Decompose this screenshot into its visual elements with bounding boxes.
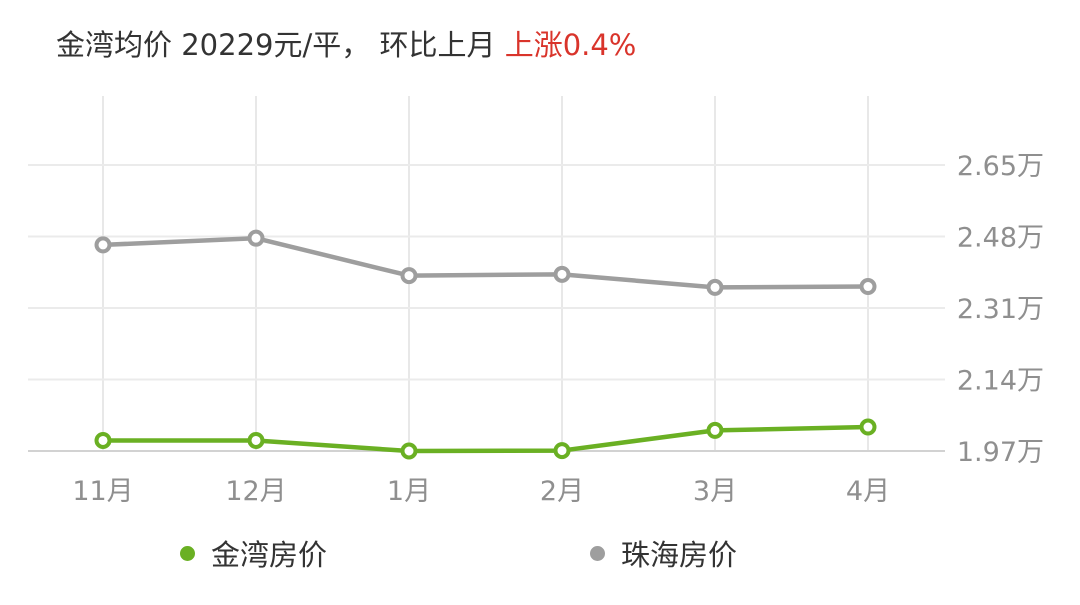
legend-item-jinwan[interactable]: 金湾房价	[180, 532, 327, 574]
series-line	[100, 424, 871, 454]
x-tick-label: 1月	[387, 476, 431, 507]
headline-trend: 上涨0.4%	[504, 28, 637, 62]
data-point	[859, 278, 877, 296]
data-point	[94, 236, 112, 254]
data-point	[400, 267, 418, 285]
data-point	[247, 229, 265, 247]
data-point	[859, 418, 877, 436]
legend-dot-icon	[590, 545, 605, 561]
legend-dot-icon	[180, 545, 195, 561]
x-tick-label: 12月	[225, 476, 286, 507]
data-point	[706, 278, 724, 296]
data-point	[553, 265, 571, 283]
y-tick-label: 1.97万	[957, 437, 1044, 468]
y-tick-label: 2.65万	[957, 151, 1044, 182]
chart-headline: 金湾均价 20229元/平， 环比上月 上涨0.4%	[56, 22, 636, 64]
series-line	[100, 235, 871, 290]
data-point	[400, 442, 418, 460]
legend-label: 金湾房价	[211, 538, 328, 572]
x-tick-label: 4月	[846, 476, 890, 507]
series-layer	[94, 229, 877, 460]
data-point	[553, 442, 571, 460]
data-point	[94, 431, 112, 449]
legend-item-zhuhai[interactable]: 珠海房价	[590, 532, 737, 574]
y-tick-label: 2.48万	[957, 223, 1044, 254]
label-layer: 1.97万 2.14万 2.31万 2.48万 2.65万 11月 12月 1月 2月 3月 4月	[72, 151, 1044, 507]
data-point	[706, 421, 724, 439]
headline-prefix: 金湾均价 20229元/平， 环比上月	[56, 28, 496, 62]
y-tick-label: 2.31万	[957, 294, 1044, 325]
data-point	[247, 431, 265, 449]
legend-label: 珠海房价	[621, 538, 738, 572]
x-tick-label: 11月	[72, 476, 133, 507]
x-tick-label: 3月	[693, 476, 737, 507]
y-tick-label: 2.14万	[957, 366, 1044, 397]
x-tick-label: 2月	[540, 476, 584, 507]
